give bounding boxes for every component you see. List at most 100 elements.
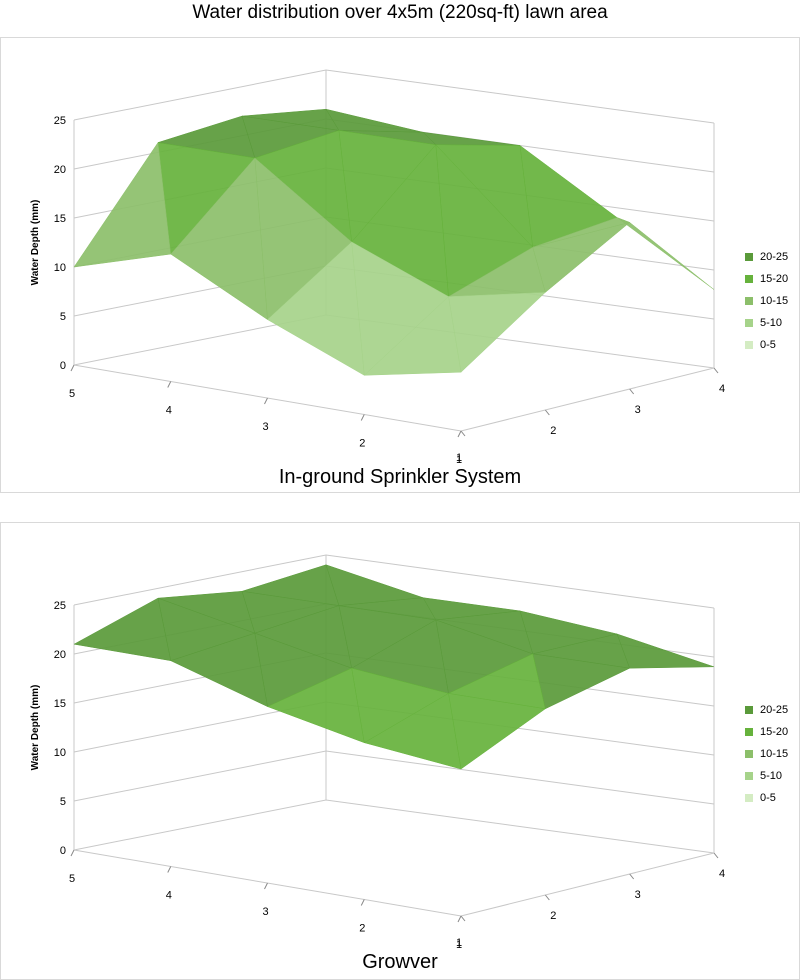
legend-item: 5-10 xyxy=(745,765,788,787)
surface-facet xyxy=(73,141,172,268)
z-tick-label: 15 xyxy=(54,698,66,710)
row-tick-label: 3 xyxy=(262,906,268,918)
legend-label: 15-20 xyxy=(760,726,789,738)
surface-facet xyxy=(363,296,462,376)
row-tick-label: 2 xyxy=(359,438,365,450)
col-tick-label: 1 xyxy=(456,937,462,948)
legend-label: 0-5 xyxy=(760,792,776,804)
chart-legend: 20-25 15-20 10-15 5-10 0-5 xyxy=(745,246,788,356)
legend-item: 20-25 xyxy=(745,246,788,268)
col-tick-label: 4 xyxy=(719,868,725,880)
col-tick-label: 1 xyxy=(456,452,462,463)
z-axis-label: Water Depth (mm) xyxy=(30,200,41,286)
z-tick-label: 15 xyxy=(54,213,66,225)
legend-label: 20-25 xyxy=(760,704,789,716)
legend-swatch xyxy=(745,750,753,758)
col-tick-mark xyxy=(460,915,466,922)
z-axis-ticks: 0 5 10 15 20 25 xyxy=(54,600,66,857)
surface-facet xyxy=(73,597,172,662)
legend-label: 15-20 xyxy=(760,273,789,285)
row-tick-mark xyxy=(457,915,462,923)
row-tick-mark xyxy=(264,882,268,890)
legend-item: 0-5 xyxy=(745,334,788,356)
z-tick-label: 5 xyxy=(60,796,66,808)
surface xyxy=(73,564,715,770)
row-tick-label: 5 xyxy=(69,388,75,400)
legend-swatch xyxy=(745,794,753,802)
legend-item: 0-5 xyxy=(745,787,788,809)
z-tick-label: 0 xyxy=(60,360,66,372)
z-tick-label: 20 xyxy=(54,649,66,661)
row-tick-mark xyxy=(70,849,75,857)
col-tick-mark xyxy=(713,367,719,374)
surface-facet xyxy=(422,131,521,146)
legend-swatch xyxy=(745,253,753,261)
col-axis-ticks: 1 2 3 4 xyxy=(456,852,725,948)
surface-chart-growver: 0 5 10 15 20 25 1 2 3 4 5 1 2 3 4 Water Depth (mm) xyxy=(30,554,725,948)
col-tick-mark xyxy=(544,894,550,901)
col-tick-mark xyxy=(713,852,719,859)
col-tick-mark xyxy=(629,388,635,395)
z-axis-ticks: 0 5 10 15 20 25 xyxy=(54,115,66,372)
row-tick-label: 1 xyxy=(456,454,462,463)
surface-facet xyxy=(266,667,365,744)
legend-item: 10-15 xyxy=(745,290,788,312)
legend-item: 20-25 xyxy=(745,699,788,721)
surface-facet xyxy=(170,157,268,321)
chart-caption: In-ground Sprinkler System xyxy=(278,466,522,488)
chart-panel-growver: 0 5 10 15 20 25 1 2 3 4 5 1 2 3 4 Water Depth (mm) 20-2… xyxy=(0,522,800,980)
legend-item: 15-20 xyxy=(745,268,788,290)
legend-item: 5-10 xyxy=(745,312,788,334)
chart-panel-sprinkler: 0 5 10 15 20 25 1 2 3 4 5 1 2 3 4 Water Depth (mm) 20-2… xyxy=(0,37,800,493)
surface-facet xyxy=(616,217,715,290)
surface-facet xyxy=(363,692,462,770)
row-tick-mark xyxy=(457,430,462,438)
row-tick-mark xyxy=(167,381,172,388)
surface xyxy=(73,108,715,376)
row-tick-label: 1 xyxy=(456,939,462,948)
z-tick-label: 10 xyxy=(54,262,66,274)
row-tick-mark xyxy=(360,414,365,421)
floor-edge xyxy=(73,364,715,432)
row-tick-label: 2 xyxy=(359,923,365,935)
legend-swatch xyxy=(745,319,753,327)
col-tick-mark xyxy=(629,873,635,880)
gridline xyxy=(73,799,715,854)
legend-label: 20-25 xyxy=(760,251,789,263)
col-tick-mark xyxy=(460,430,466,437)
legend-item: 10-15 xyxy=(745,743,788,765)
legend-swatch xyxy=(745,772,753,780)
legend-label: 5-10 xyxy=(760,770,783,782)
row-tick-mark xyxy=(70,364,75,372)
col-tick-label: 2 xyxy=(550,425,556,437)
row-tick-label: 3 xyxy=(262,421,268,433)
surface-facet xyxy=(448,292,546,373)
row-tick-label: 4 xyxy=(166,405,172,417)
legend-label: 0-5 xyxy=(760,339,776,351)
legend-swatch xyxy=(745,275,753,283)
z-tick-label: 20 xyxy=(54,164,66,176)
surface-facet xyxy=(616,633,715,669)
row-tick-mark xyxy=(167,866,172,873)
row-axis-ticks: 1 2 3 4 5 xyxy=(69,849,462,948)
floor-edge xyxy=(73,849,715,917)
surface-facet xyxy=(170,632,268,708)
row-axis-ticks: 1 2 3 4 5 xyxy=(69,364,462,463)
surface-facet xyxy=(325,108,424,133)
row-tick-label: 5 xyxy=(69,873,75,885)
legend-label: 10-15 xyxy=(760,295,789,307)
page-title: Water distribution over 4x5m (220sq-ft) … xyxy=(192,2,608,23)
col-tick-label: 2 xyxy=(550,910,556,922)
z-tick-label: 10 xyxy=(54,747,66,759)
z-tick-label: 25 xyxy=(54,600,66,612)
col-tick-label: 3 xyxy=(635,889,641,901)
row-tick-mark xyxy=(264,397,268,405)
z-axis-label: Water Depth (mm) xyxy=(30,685,41,771)
z-tick-label: 0 xyxy=(60,845,66,857)
col-tick-mark xyxy=(544,409,550,416)
gridline xyxy=(73,750,715,805)
gridline xyxy=(73,69,715,124)
legend-label: 5-10 xyxy=(760,317,783,329)
legend-item: 15-20 xyxy=(745,721,788,743)
